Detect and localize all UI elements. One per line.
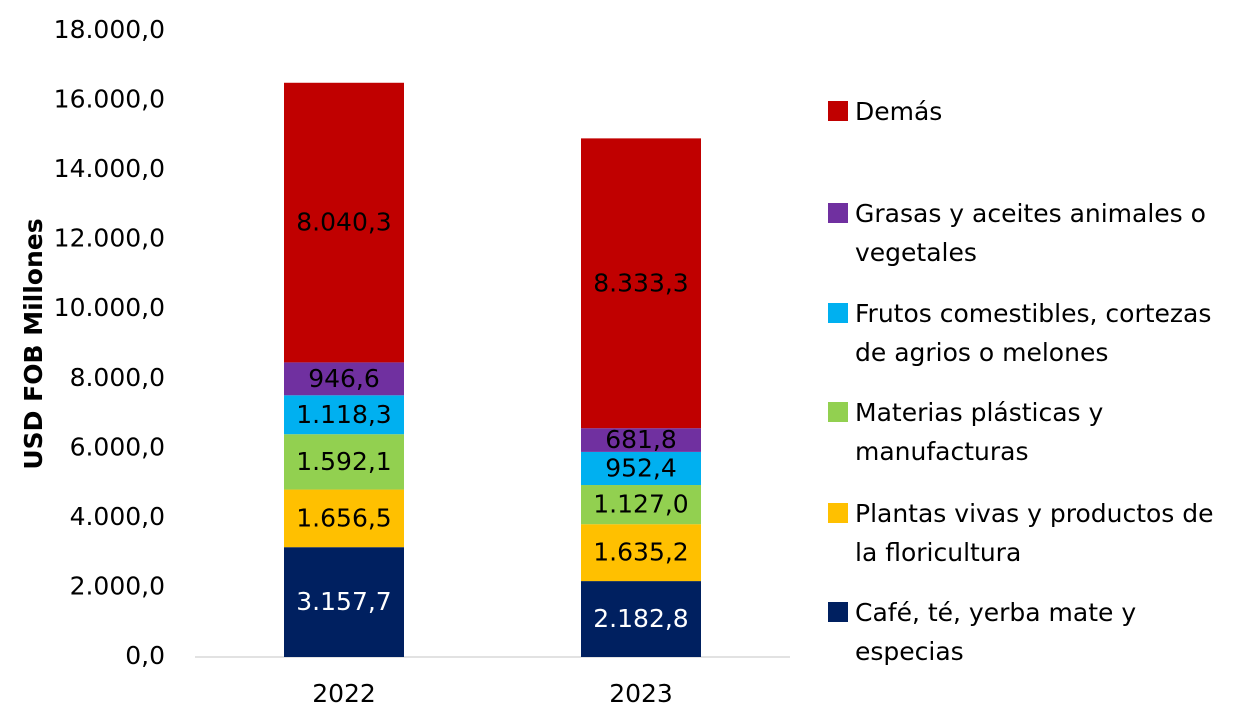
legend-item: Café, té, yerba mate y especias — [828, 593, 1238, 671]
bar-segment — [581, 428, 701, 452]
legend-swatch — [828, 602, 848, 622]
bar-segment — [284, 362, 404, 396]
data-label: 681,8 — [605, 425, 677, 454]
legend-item: Demás — [828, 92, 1238, 131]
x-tick-label: 2023 — [609, 679, 673, 708]
legend-label: Materias plásticas y manufacturas — [855, 398, 1104, 466]
y-tick-label: 8.000,0 — [70, 363, 165, 392]
y-tick-label: 6.000,0 — [70, 432, 165, 461]
y-tick-label: 4.000,0 — [70, 502, 165, 531]
y-tick-label: 2.000,0 — [70, 571, 165, 600]
data-label: 946,6 — [308, 364, 380, 393]
y-tick-label: 0,0 — [125, 641, 165, 670]
legend-swatch — [828, 303, 848, 323]
data-label: 8.333,3 — [593, 268, 688, 297]
y-tick-label: 18.000,0 — [54, 15, 165, 44]
legend-item: Materias plásticas y manufacturas — [828, 393, 1238, 471]
x-tick-label: 2022 — [312, 679, 376, 708]
bar-segment — [284, 434, 404, 490]
legend-label: Plantas vivas y productos de la floricul… — [855, 499, 1214, 567]
y-tick-label: 10.000,0 — [54, 293, 165, 322]
y-axis-title: USD FOB Millones — [19, 218, 48, 469]
y-tick-label: 16.000,0 — [54, 85, 165, 114]
legend-label: Frutos comestibles, cortezas de agrios o… — [855, 299, 1212, 367]
bar-segment — [581, 138, 701, 429]
legend-swatch — [828, 203, 848, 223]
legend-label: Grasas y aceites animales o vegetales — [855, 199, 1206, 267]
data-label: 1.127,0 — [593, 490, 688, 519]
legend-swatch — [828, 503, 848, 523]
data-label: 1.592,1 — [296, 447, 391, 476]
legend-swatch — [828, 402, 848, 422]
bar-segment — [284, 395, 404, 435]
legend-item: Plantas vivas y productos de la floricul… — [828, 494, 1238, 572]
data-label: 8.040,3 — [296, 208, 391, 237]
legend-label: Café, té, yerba mate y especias — [855, 598, 1137, 666]
data-label: 3.157,7 — [296, 587, 391, 616]
bar-segment — [581, 524, 701, 582]
data-label: 2.182,8 — [593, 604, 688, 633]
legend-label: Demás — [855, 97, 943, 126]
data-label: 1.118,3 — [296, 400, 391, 429]
legend-swatch — [828, 101, 848, 121]
legend-item: Frutos comestibles, cortezas de agrios o… — [828, 294, 1238, 372]
bar-segment — [581, 581, 701, 657]
data-label: 1.635,2 — [593, 538, 688, 567]
data-label: 1.656,5 — [296, 503, 391, 532]
y-tick-label: 12.000,0 — [54, 224, 165, 253]
bar-segment — [581, 451, 701, 486]
legend-item: Grasas y aceites animales o vegetales — [828, 194, 1238, 272]
data-label: 952,4 — [605, 453, 677, 482]
bar-segment — [284, 547, 404, 657]
y-tick-label: 14.000,0 — [54, 154, 165, 183]
bar-segment — [284, 82, 404, 363]
bar-segment — [581, 485, 701, 525]
bar-segment — [284, 489, 404, 548]
